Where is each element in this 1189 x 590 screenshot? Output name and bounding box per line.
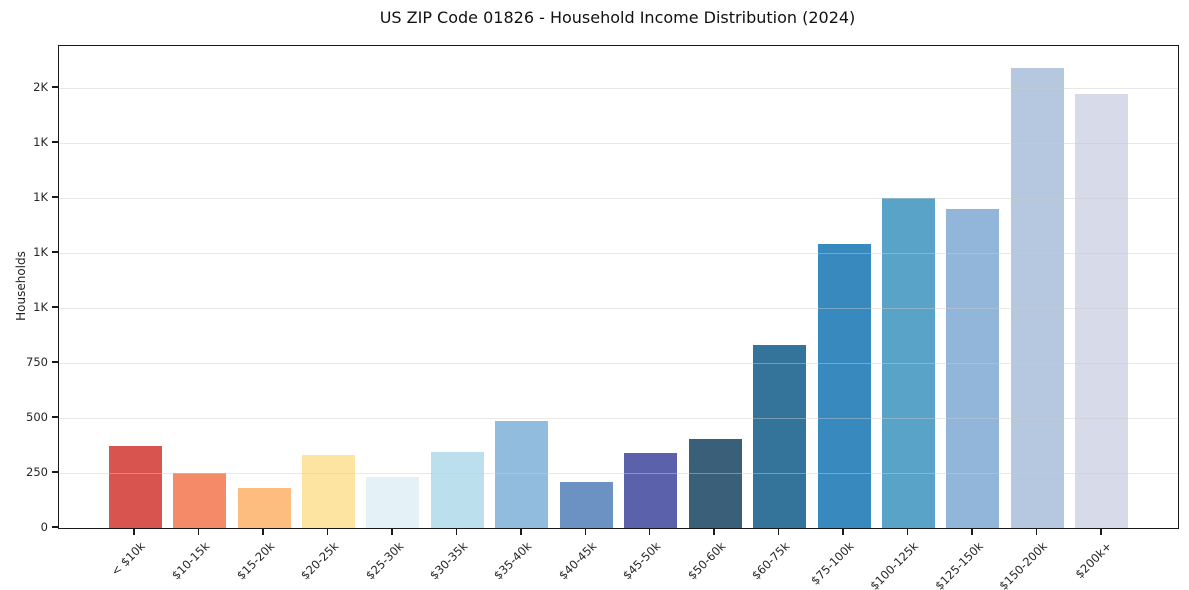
bar-$60-75k: [753, 345, 807, 528]
y-tick-label: 1K: [33, 189, 48, 204]
x-tick-label: $10-15k: [169, 539, 213, 583]
x-tick-label: $15-20k: [233, 539, 277, 583]
gridline: [59, 197, 1178, 199]
bar-$125-150k: [946, 209, 1000, 528]
y-tick-mark: [52, 306, 58, 308]
x-tick-mark: [648, 528, 651, 535]
y-tick-label: 2K: [33, 79, 48, 94]
bar-$50-60k: [688, 438, 742, 528]
x-tick-label: $35-40k: [491, 539, 535, 583]
x-tick-label: $100-125k: [867, 539, 922, 590]
y-tick-label: 1K: [33, 244, 48, 259]
bar-$15-20k: [237, 488, 291, 528]
y-tick-mark: [52, 196, 58, 198]
y-tick-label: 1K: [33, 299, 48, 314]
bar-$40-45k: [559, 481, 613, 528]
x-tick-mark: [520, 528, 522, 535]
x-tick-mark: [133, 528, 135, 535]
y-tick-mark: [52, 86, 58, 88]
x-tick-label: $150-200k: [996, 539, 1051, 590]
y-tick-label: 0: [40, 519, 48, 534]
x-tick-label: $45-50k: [620, 539, 664, 583]
x-tick-mark: [971, 528, 973, 535]
y-tick-label: 1K: [33, 134, 48, 149]
x-tick-mark: [1100, 528, 1102, 535]
x-tick-mark: [584, 528, 587, 535]
x-tick-mark: [262, 528, 264, 535]
gridline: [59, 362, 1178, 364]
x-tick-label: $25-30k: [362, 539, 406, 583]
x-tick-mark: [842, 528, 844, 535]
bar-$35-40k: [495, 421, 549, 528]
bar-$20-25k: [302, 455, 356, 528]
x-tick-mark: [713, 528, 715, 535]
x-tick-label: $30-35k: [426, 539, 471, 583]
y-tick-mark: [52, 416, 58, 418]
x-tick-label: $50-60k: [684, 539, 729, 583]
chart-title: US ZIP Code 01826 - Household Income Dis…: [379, 8, 856, 27]
x-tick-mark: [197, 528, 200, 535]
x-tick-label: $125-150k: [932, 539, 986, 590]
y-tick-label: 500: [26, 409, 48, 424]
x-tick-mark: [391, 528, 393, 535]
gridline: [59, 472, 1178, 474]
x-tick-mark: [906, 528, 909, 535]
x-tick-mark: [455, 528, 458, 535]
y-tick-mark: [52, 471, 58, 473]
gridline: [59, 417, 1178, 419]
bar-$45-50k: [624, 453, 678, 528]
gridline: [59, 252, 1178, 254]
bar-< $10k: [108, 445, 162, 528]
gridline: [59, 142, 1178, 144]
bar-$25-30k: [366, 477, 420, 528]
bar-$10-15k: [173, 473, 227, 528]
y-tick-label: 250: [26, 464, 48, 479]
x-tick-label: $40-45k: [555, 539, 600, 583]
y-tick-mark: [52, 361, 58, 363]
y-tick-mark: [52, 141, 58, 143]
x-tick-mark: [777, 528, 780, 535]
gridline: [59, 87, 1178, 89]
x-tick-label: $60-75k: [749, 539, 793, 583]
x-tick-label: $200k+: [1072, 539, 1115, 582]
x-tick-label: < $10k: [108, 539, 149, 579]
y-tick-mark: [52, 251, 58, 253]
bar-$30-35k: [430, 452, 484, 528]
gridline: [59, 307, 1178, 309]
plot-area: [58, 45, 1179, 529]
bar-$100-125k: [881, 198, 935, 528]
x-tick-label: $20-25k: [298, 539, 342, 583]
x-tick-label: $75-100k: [808, 539, 857, 588]
y-tick-mark: [52, 526, 58, 528]
bar-$150-200k: [1010, 68, 1064, 528]
x-tick-mark: [326, 528, 329, 535]
y-tick-label: 750: [26, 354, 48, 369]
x-tick-mark: [1035, 528, 1038, 535]
bar-$200k+: [1075, 93, 1129, 528]
bar-$75-100k: [817, 244, 871, 528]
